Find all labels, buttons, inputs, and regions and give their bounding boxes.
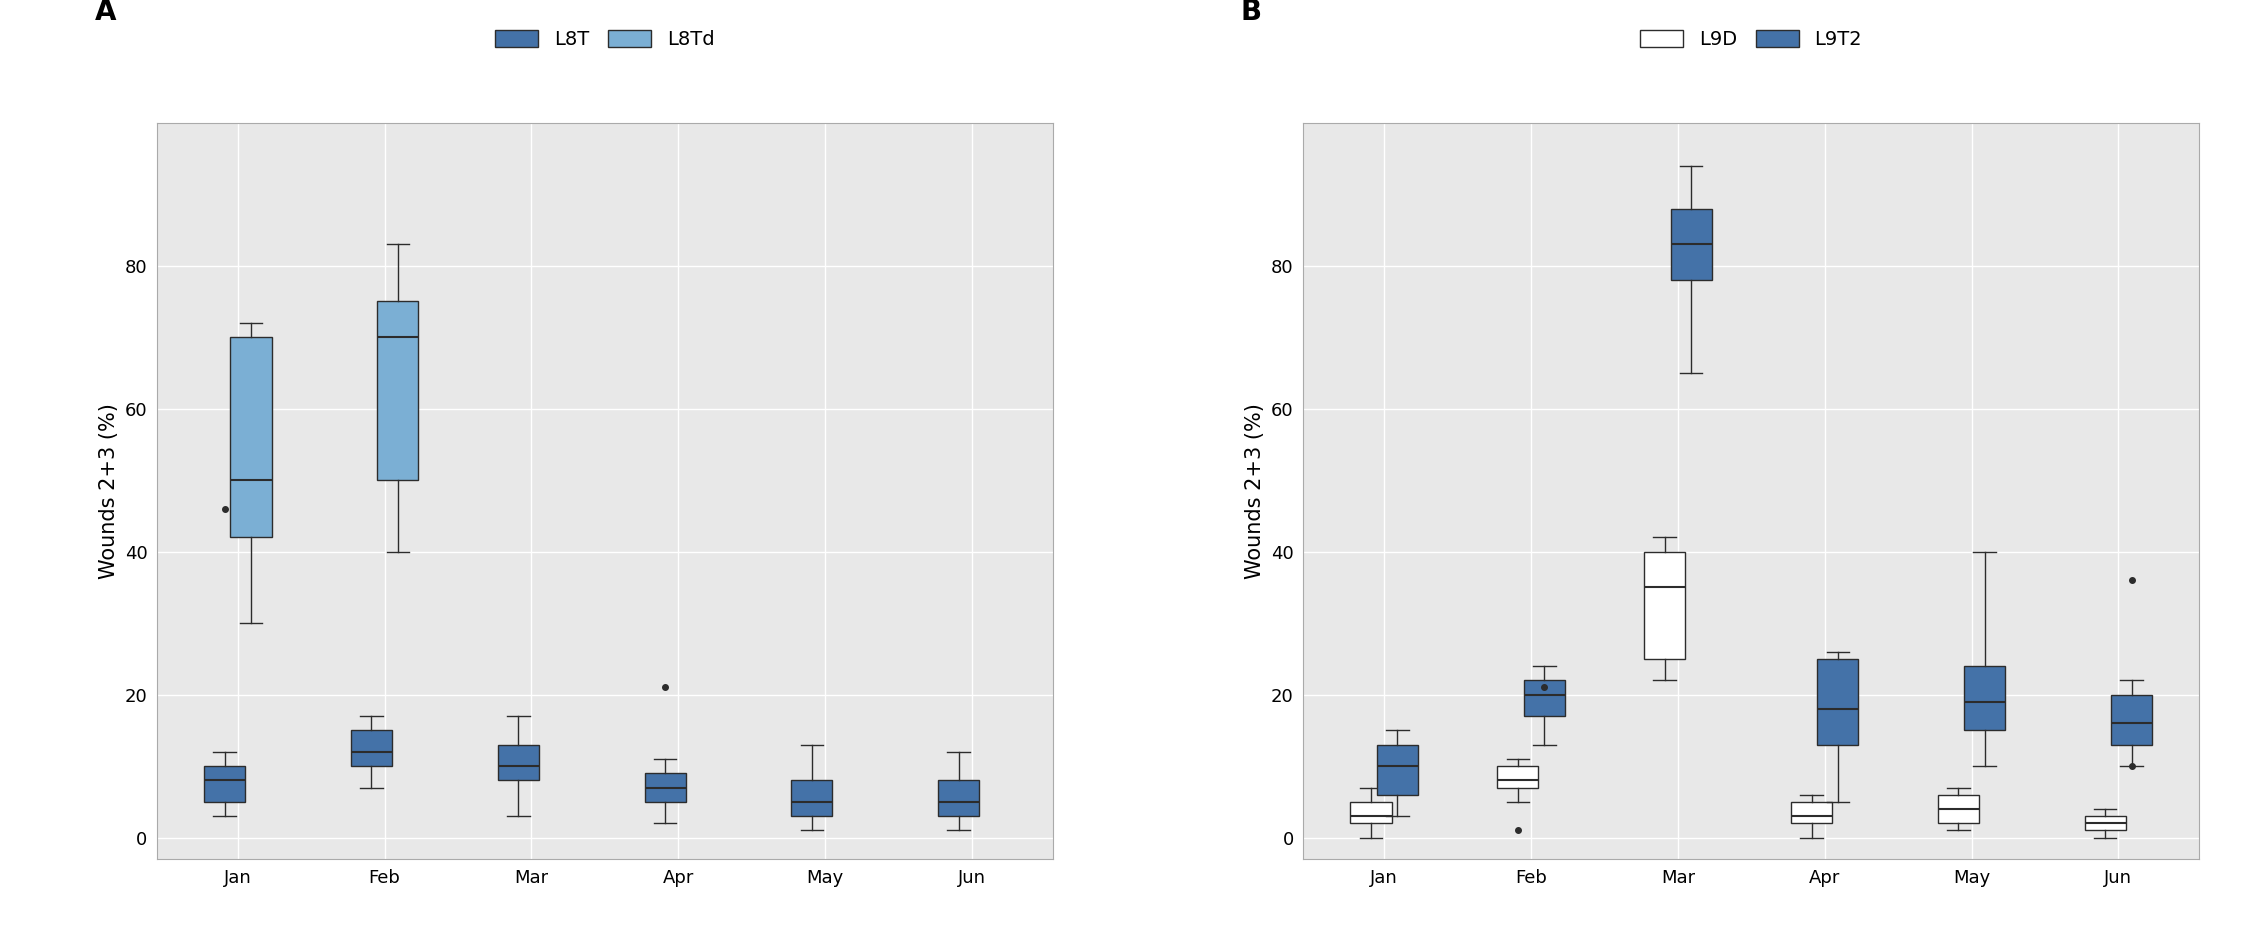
Bar — [350, 731, 393, 767]
Bar — [377, 301, 417, 480]
Bar — [498, 745, 539, 781]
Bar — [1351, 801, 1391, 823]
Bar — [1524, 681, 1564, 716]
Bar — [1964, 666, 2006, 731]
Bar — [792, 781, 833, 817]
Bar — [1670, 209, 1712, 280]
Bar — [1378, 745, 1418, 795]
Bar — [1939, 795, 1979, 823]
Bar — [1497, 767, 1539, 787]
Y-axis label: Wounds 2+3 (%): Wounds 2+3 (%) — [1245, 403, 1266, 579]
Bar — [938, 781, 978, 817]
Bar — [1791, 801, 1831, 823]
Bar — [1818, 659, 1858, 745]
Bar — [1645, 551, 1685, 659]
Bar — [231, 337, 272, 537]
Bar — [2085, 817, 2125, 831]
Text: B: B — [1241, 0, 1261, 25]
Bar — [2112, 695, 2152, 745]
Bar — [204, 767, 245, 801]
Bar — [644, 773, 687, 801]
Y-axis label: Wounds 2+3 (%): Wounds 2+3 (%) — [99, 403, 119, 579]
Legend: L9D, L9T2: L9D, L9T2 — [1634, 22, 1869, 57]
Legend: L8T, L8Td: L8T, L8Td — [487, 22, 723, 57]
Text: A: A — [94, 0, 117, 25]
